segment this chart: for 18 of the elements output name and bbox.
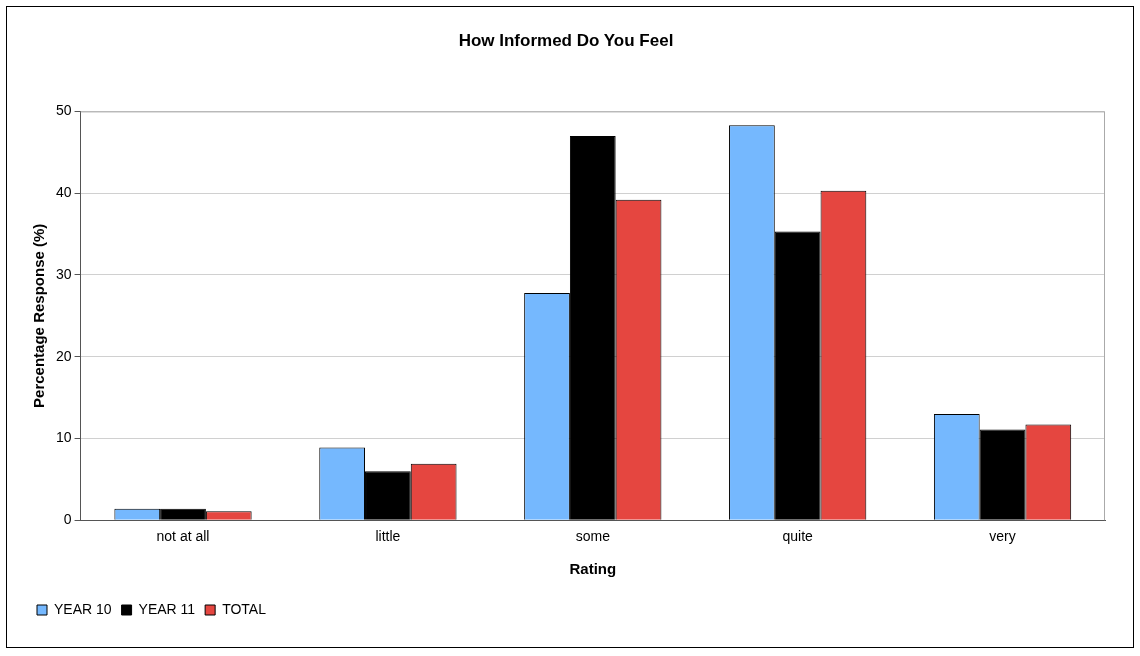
legend-label: YEAR 10: [54, 600, 112, 617]
y-tick-label: 0: [63, 511, 72, 528]
bar: [979, 429, 1026, 520]
x-tick-label: not at all: [156, 528, 210, 545]
y-tick-label: 50: [55, 102, 72, 119]
x-tick-label: very: [989, 528, 1016, 545]
legend-label: YEAR 11: [138, 600, 196, 617]
x-tick-label: some: [575, 528, 611, 545]
legend-label: TOTAL: [222, 600, 267, 617]
y-tick-label: 40: [55, 184, 72, 201]
x-axis-title: Rating: [569, 560, 617, 578]
y-tick-label: 20: [55, 347, 72, 364]
y-tick-label: 30: [55, 265, 72, 282]
x-tick-label: quite: [782, 528, 814, 545]
y-tick-label: 10: [55, 429, 72, 446]
x-tick-label: little: [375, 528, 401, 545]
y-axis-title: Percentage Response (%): [30, 223, 48, 408]
chart-title: How Informed Do You Feel: [458, 30, 674, 50]
